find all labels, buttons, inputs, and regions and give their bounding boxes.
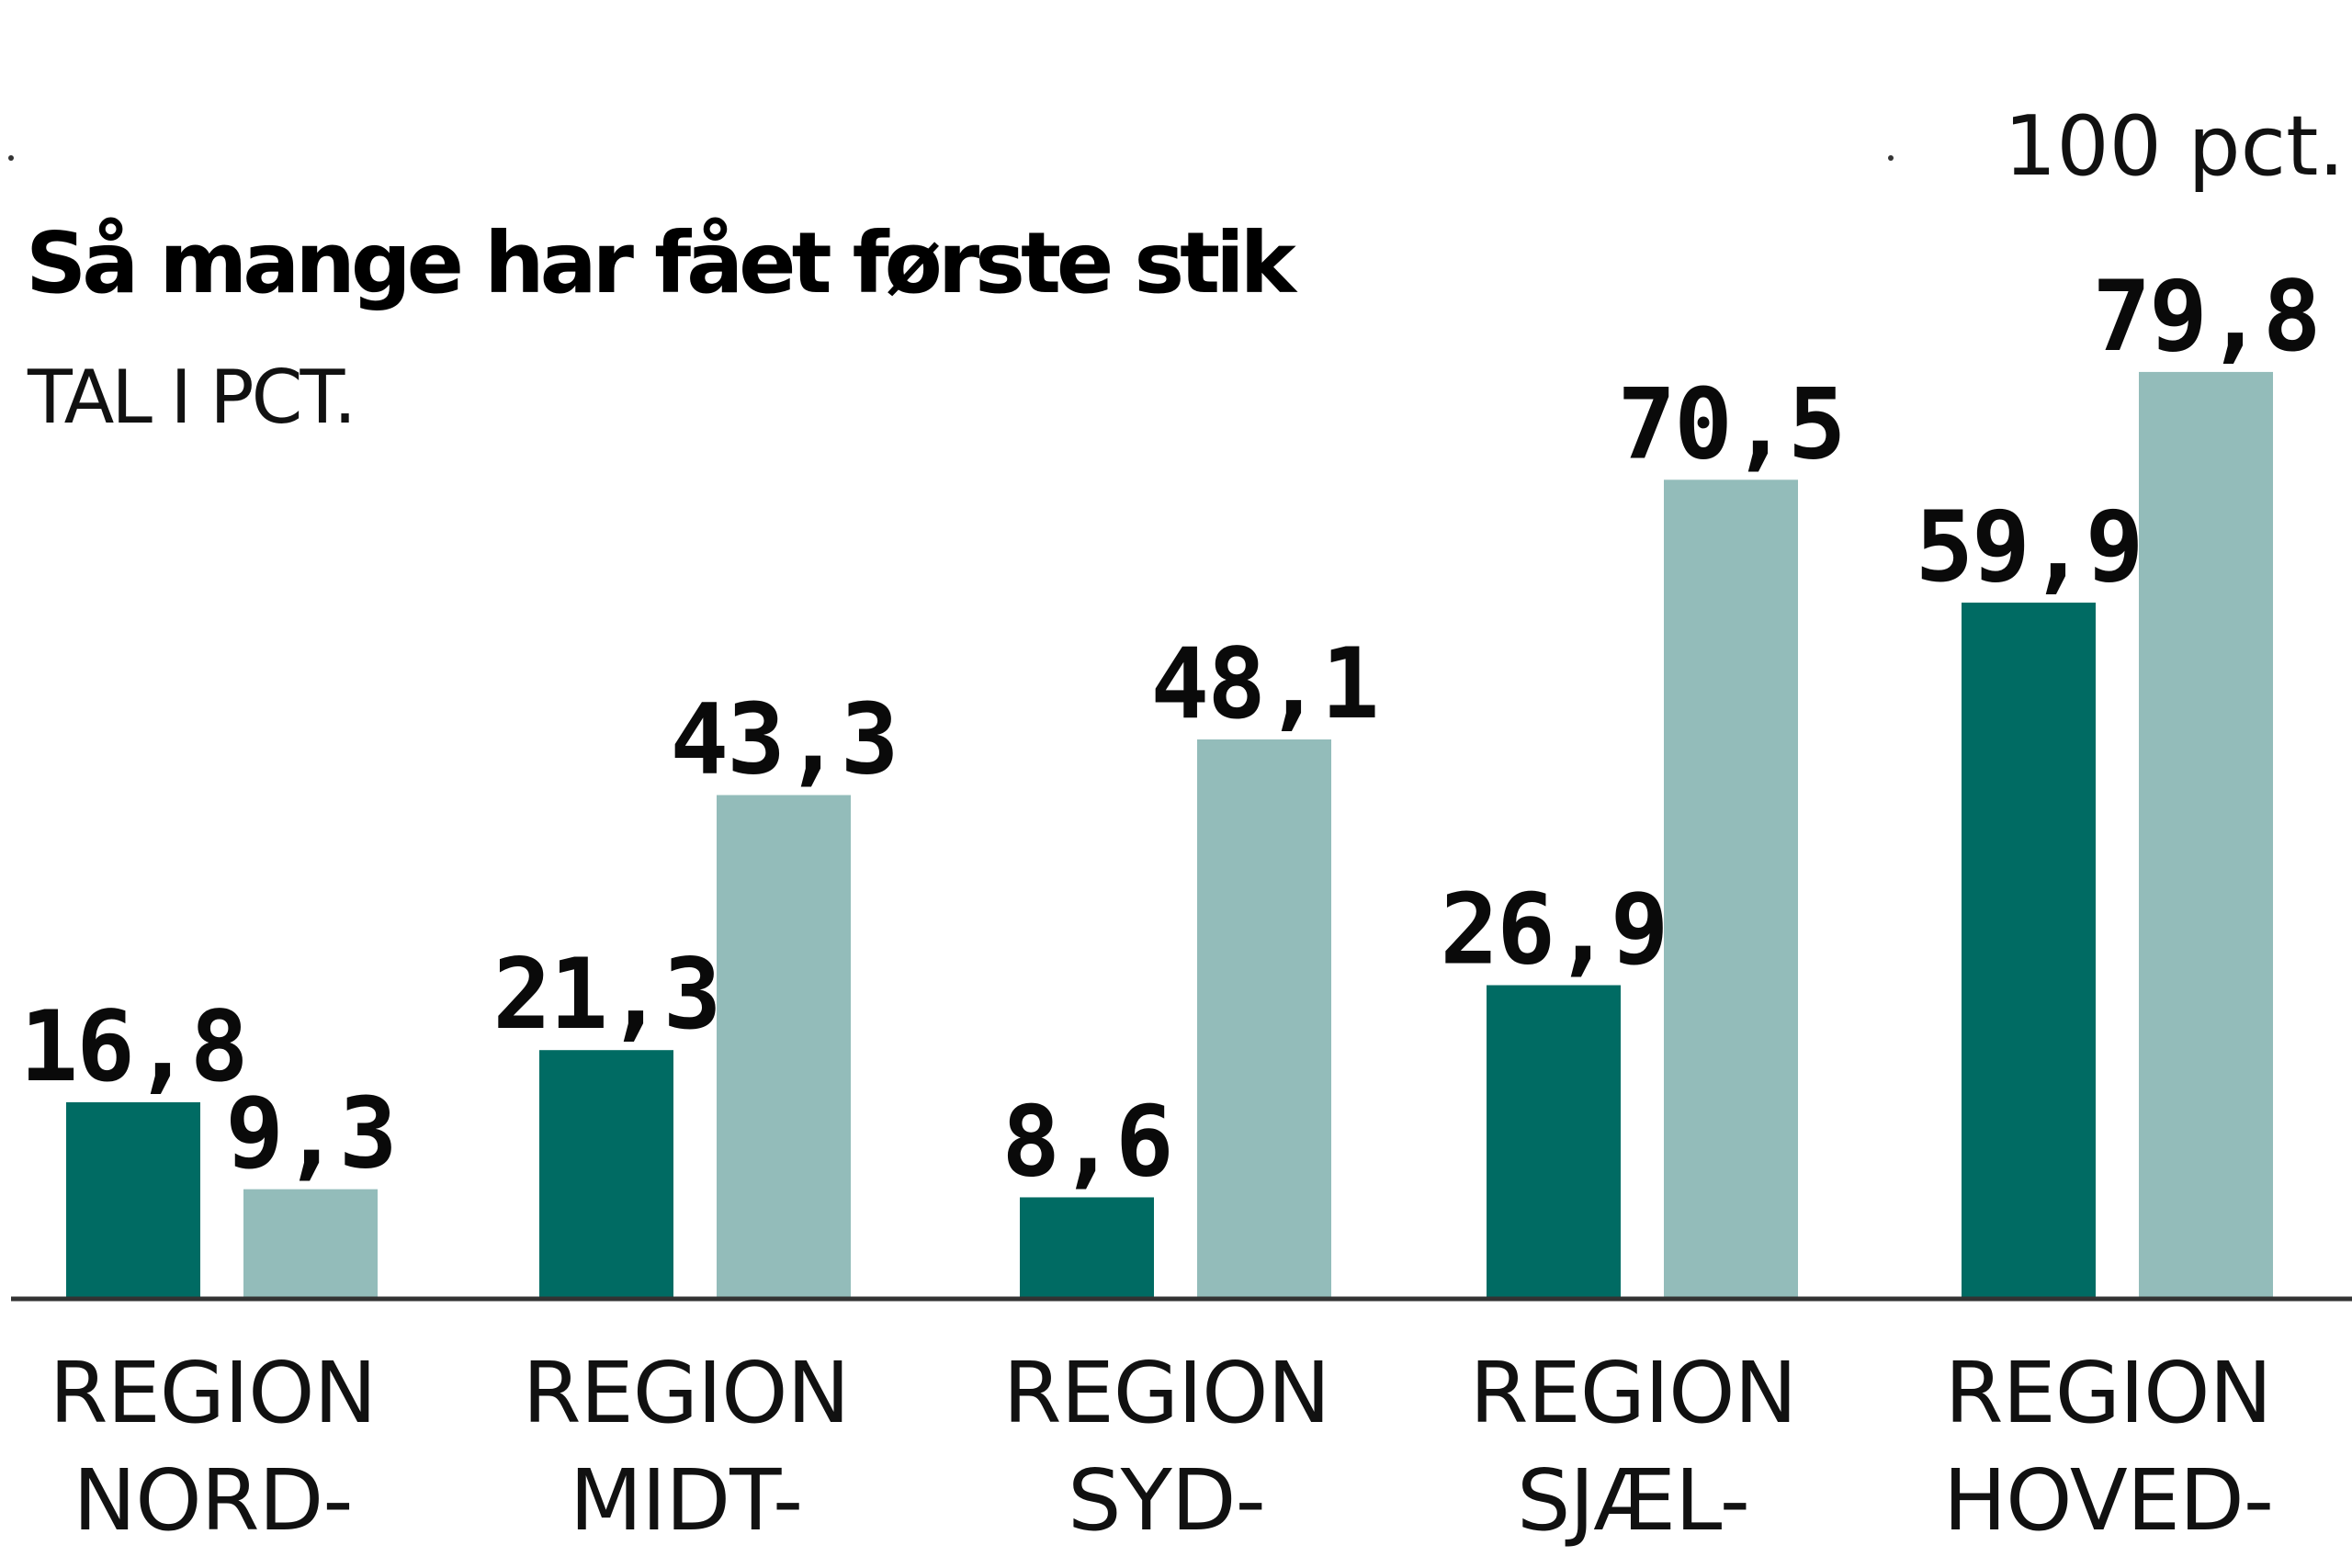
category-label-midt-line-1: REGION: [523, 1344, 850, 1442]
category-label-syd-line-1: REGION: [1003, 1344, 1330, 1442]
category-label-hoved-line-2: HOVED-: [1943, 1451, 2273, 1550]
bar-syd-series-1: [1020, 1197, 1154, 1297]
category-label-midt-line-2: MIDT-: [570, 1451, 802, 1550]
value-label-hoved-series-2: 79,8: [2092, 260, 2319, 373]
category-label-syd-line-2: SYD-: [1068, 1451, 1265, 1550]
category-label-nord-line-2: NORD-: [73, 1451, 352, 1550]
bar-midt-series-1: [539, 1050, 673, 1297]
bar-sjael-series-2: [1664, 479, 1798, 1297]
bar-hoved-series-1: [1962, 603, 2096, 1297]
axis-max-label: 100 pct.: [2004, 98, 2345, 195]
chart-subtitle: TAL I PCT.: [27, 355, 354, 440]
value-labels-group: 16,89,3 21,3 43,3 8,6 48,1 26,9 70,5 59,9 79,8: [19, 260, 2321, 1199]
value-label-midt-series-2: 43,3: [670, 683, 897, 796]
value-label-midt-series-1: 21,3: [492, 938, 719, 1051]
bar-hoved-series-2: [2139, 371, 2273, 1297]
value-label-sjael-series-1: 26,9: [1440, 874, 1667, 987]
chart-title: Så mange har fået første stik: [26, 214, 1298, 312]
value-label-nord-series-2: 9,3: [225, 1077, 395, 1190]
bar-nord-series-1: [66, 1101, 200, 1297]
decorative-dot-right: [1888, 155, 1894, 161]
bars-group: [66, 371, 2273, 1297]
bar-midt-series-2: [717, 795, 851, 1297]
value-label-syd-series-2: 48,1: [1150, 627, 1377, 740]
value-label-nord-series-1: 16,8: [19, 990, 246, 1103]
category-label-sjael-line-1: REGION: [1470, 1344, 1797, 1442]
bar-sjael-series-1: [1487, 985, 1621, 1297]
value-label-sjael-series-2: 70,5: [1617, 367, 1844, 480]
category-label-sjael-line-2: SJÆL-: [1517, 1451, 1749, 1550]
value-label-syd-series-1: 8,6: [1001, 1085, 1171, 1198]
category-label-nord-line-1: REGION: [50, 1344, 377, 1442]
category-label-hoved-line-1: REGION: [1945, 1344, 2272, 1442]
category-labels-group: REGIONNORD-REGIONMIDT-REGIONSYD-REGIONSJ…: [50, 1344, 2274, 1550]
bar-nord-series-2: [243, 1189, 378, 1297]
value-label-hoved-series-1: 59,9: [1915, 491, 2142, 604]
bar-syd-series-2: [1197, 739, 1331, 1297]
decorative-dot-left: [8, 155, 14, 161]
